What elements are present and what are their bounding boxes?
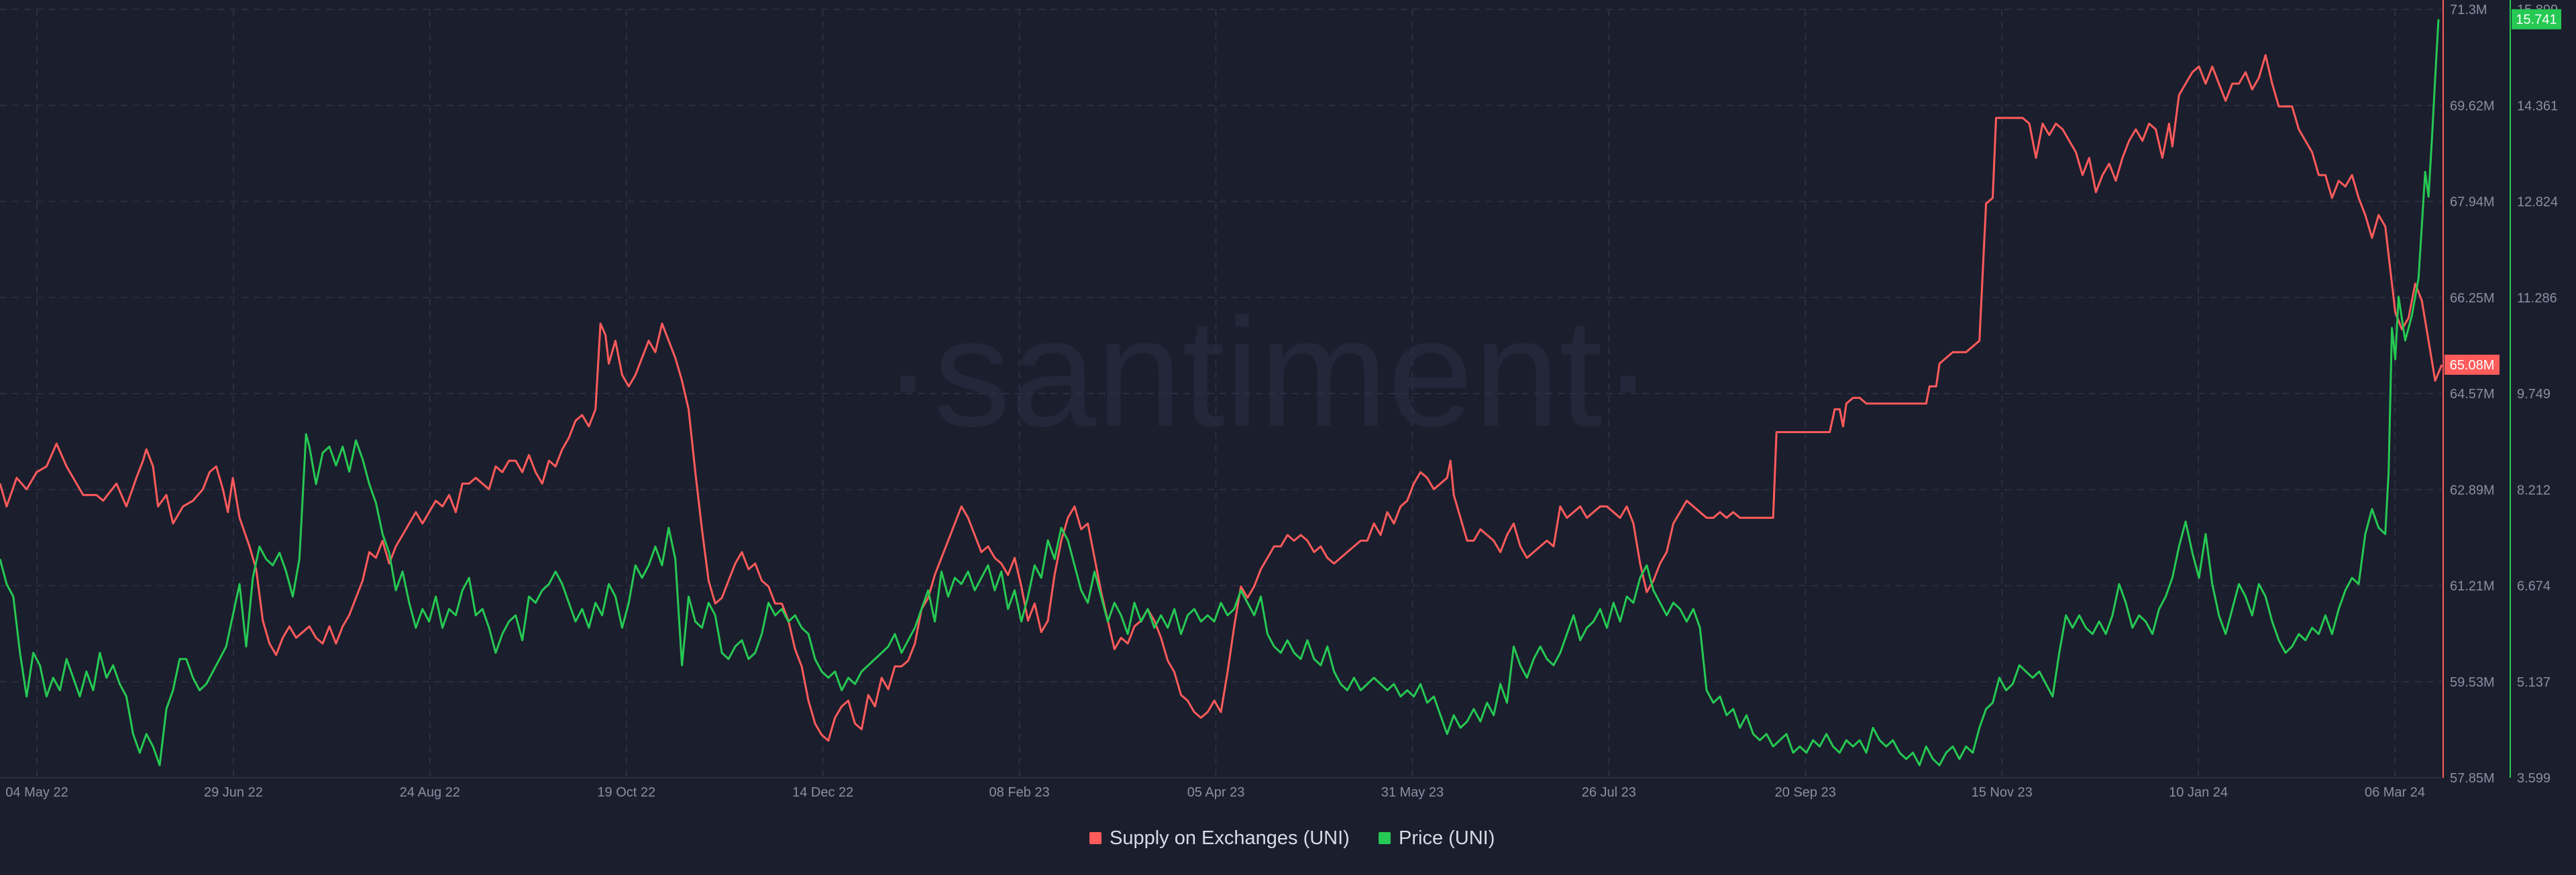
legend[interactable]: Supply on Exchanges (UNI) Price (UNI) [1089, 827, 1495, 849]
legend-label: Price (UNI) [1399, 827, 1495, 849]
legend-item-supply[interactable]: Supply on Exchanges (UNI) [1089, 827, 1350, 849]
right-tick-label: 3.599 [2517, 771, 2551, 786]
x-tick-label: 05 Apr 23 [1187, 785, 1245, 800]
left-tick-label: 71.3M [2450, 3, 2487, 17]
price-series-line [0, 19, 2440, 766]
x-tick-label: 19 Oct 22 [597, 785, 655, 800]
x-tick-label: 10 Jan 24 [2169, 785, 2228, 800]
x-tick-label: 26 Jul 23 [1582, 785, 1636, 800]
x-tick-label: 29 Jun 22 [204, 785, 263, 800]
left-axis: 71.3M 69.62M 67.94M 66.25M 64.57M 62.89M 61.21… [2443, 0, 2495, 786]
x-tick-label: 08 Feb 23 [989, 785, 1050, 800]
watermark: ·santiment· [882, 286, 1654, 459]
x-tick-label: 04 May 22 [5, 785, 68, 800]
right-tick-label: 11.286 [2517, 291, 2557, 306]
value-badges: 65.08M 15.741 [2445, 9, 2561, 375]
x-tick-label: 24 Aug 22 [400, 785, 460, 800]
x-axis: 04 May 22 29 Jun 22 24 Aug 22 19 Oct 22 14 D… [0, 777, 2442, 800]
right-axis: 15.89914.36112.82411.2869.7498.2126.6745… [2510, 0, 2558, 786]
left-tick-label: 59.53M [2450, 675, 2495, 690]
left-tick-label: 62.89M [2450, 483, 2495, 498]
right-tick-label: 6.674 [2517, 579, 2551, 594]
left-tick-label: 66.25M [2450, 291, 2495, 306]
price-value-badge [2512, 9, 2561, 30]
x-tick-label: 20 Sep 23 [1775, 785, 1836, 800]
supply-series-line [0, 54, 2443, 742]
x-tick-label: 06 Mar 24 [2365, 785, 2425, 800]
legend-swatch [1379, 832, 1391, 844]
x-tick-label: 14 Dec 22 [792, 785, 853, 800]
right-tick-label: 8.212 [2517, 483, 2551, 498]
x-tick-label: 15 Nov 23 [1972, 785, 2033, 800]
price-value-label: 15.741 [2516, 13, 2557, 27]
supply-value-label: 65.08M [2450, 358, 2495, 373]
grid [0, 9, 2442, 778]
legend-swatch [1089, 832, 1102, 844]
left-tick-label: 57.85M [2450, 771, 2495, 786]
left-tick-label: 69.62M [2450, 99, 2495, 113]
legend-label: Supply on Exchanges (UNI) [1110, 827, 1350, 849]
right-tick-label: 12.824 [2517, 195, 2558, 210]
series-group [0, 19, 2443, 766]
left-tick-label: 67.94M [2450, 195, 2495, 210]
right-tick-label: 5.137 [2517, 675, 2551, 690]
left-tick-label: 64.57M [2450, 387, 2495, 402]
left-tick-label: 61.21M [2450, 579, 2495, 594]
supply-value-badge [2445, 354, 2500, 375]
right-tick-label: 9.749 [2517, 387, 2551, 402]
x-tick-label: 31 May 23 [1381, 785, 1444, 800]
legend-item-price[interactable]: Price (UNI) [1379, 827, 1495, 849]
right-tick-label: 14.361 [2517, 99, 2558, 113]
